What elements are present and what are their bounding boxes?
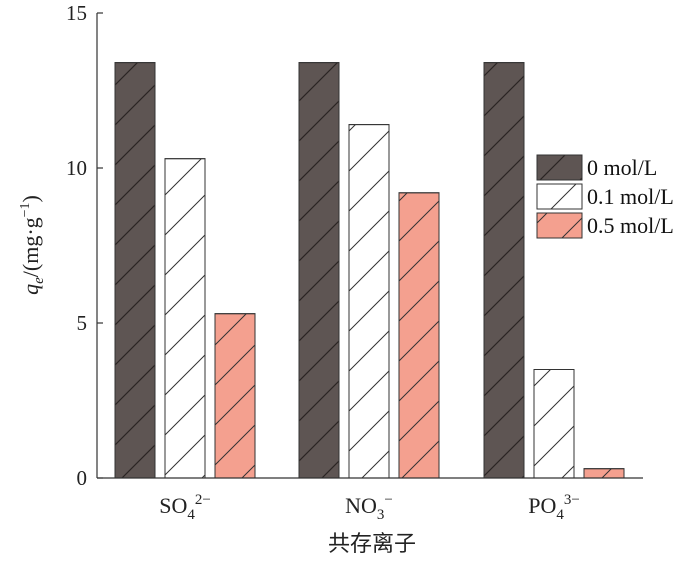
x-axis-title: 共存离子 (328, 532, 416, 557)
bar-hatch-2-1 (398, 192, 440, 479)
bar-hatch-0-1 (298, 62, 340, 479)
plot-area (114, 62, 625, 479)
ylabel-base: q (18, 284, 43, 295)
y-tick-label: 10 (66, 156, 87, 180)
y-tick-label: 15 (66, 1, 87, 25)
ylabel-sup: −1 (18, 202, 33, 217)
bar-hatch-1-0 (164, 158, 206, 479)
x-tick-label: PO43− (528, 492, 580, 523)
ylabel-close: ) (18, 195, 43, 202)
legend-label: 0.5 mol/L (587, 213, 674, 238)
bar-hatch-1-1 (348, 124, 390, 479)
legend-label: 0 mol/L (587, 155, 657, 180)
y-axis-title: qe/(mg·g−1) (18, 195, 47, 295)
y-tick-label: 5 (77, 311, 88, 335)
ylabel-rest: /(mg·g (18, 217, 43, 277)
x-tick-label: NO3− (345, 492, 393, 523)
ylabel-sub: e (31, 277, 47, 284)
legend-swatch-hatch (536, 212, 583, 239)
y-tick-label: 0 (77, 466, 88, 490)
bar-hatch-2-2 (583, 468, 625, 479)
y-axis: 0 5 10 15 (66, 1, 103, 490)
x-tick-label: SO42− (159, 492, 211, 523)
bar-hatch-0-0 (114, 62, 156, 479)
x-axis: SO42− NO3− PO43− (97, 477, 643, 523)
legend: 0 mol/L 0.1 mol/L 0.5 mol/L (536, 154, 674, 239)
legend-swatch-hatch (536, 183, 583, 210)
bar-hatch-1-2 (533, 369, 575, 479)
bar-hatch-0-2 (483, 62, 525, 479)
legend-swatch-hatch (536, 154, 583, 181)
legend-label: 0.1 mol/L (587, 184, 674, 209)
bar-hatch-2-0 (214, 313, 256, 479)
